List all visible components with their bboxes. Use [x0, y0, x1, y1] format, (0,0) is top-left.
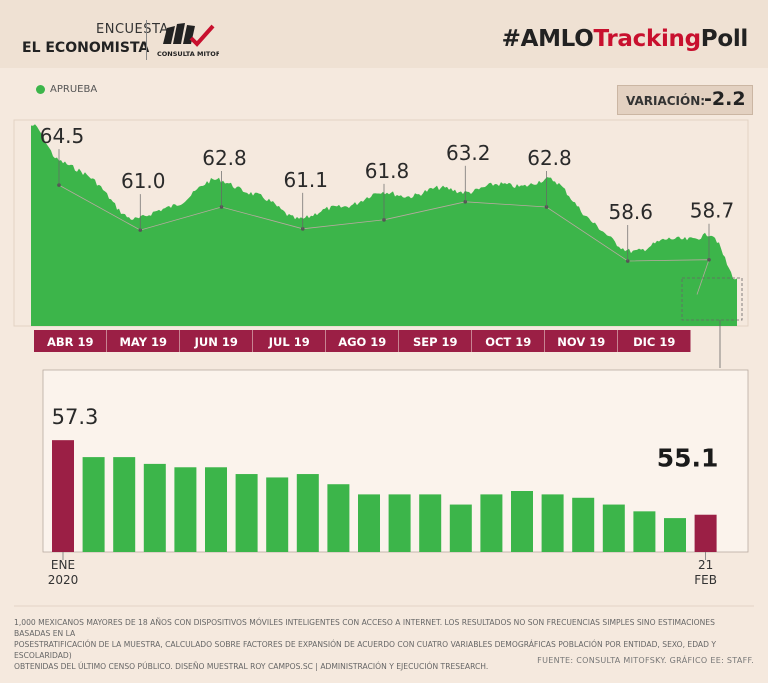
last-bar-date-line1: 21: [698, 558, 713, 572]
daily-bar: [143, 463, 166, 552]
month-label: JUN 19: [194, 335, 238, 349]
hashtag-highlight: Tracking: [593, 26, 701, 52]
daily-bar: [480, 494, 503, 552]
month-label: DIC 19: [633, 335, 675, 349]
area-value-label: 62.8: [202, 146, 247, 170]
header-encuesta: ENCUESTA: [96, 22, 169, 37]
value-anchor-dot: [625, 259, 630, 263]
daily-bar: [82, 457, 105, 552]
month-label: ABR 19: [47, 335, 94, 349]
month-label: MAY 19: [119, 335, 167, 349]
month-label: AGO 19: [338, 335, 386, 349]
hashtag-prefix: #AMLO: [501, 26, 594, 52]
daily-bar: [664, 518, 686, 552]
highlight-bar: [694, 514, 717, 552]
month-cell: [472, 330, 545, 352]
month-cell: [618, 330, 691, 352]
legend: APRUEBA: [36, 84, 97, 95]
header-separator: [146, 20, 147, 60]
month-label: NOV 19: [557, 335, 605, 349]
footer-note: 1,000 MEXICANOS MAYORES DE 18 AÑOS CON D…: [14, 617, 734, 672]
footer-source: FUENTE: CONSULTA MITOFSKY. GRÁFICO EE: S…: [537, 656, 754, 665]
first-bar-date-line1: ENE: [51, 558, 75, 572]
trend-guideline: [58, 184, 710, 295]
legend-dot-icon: [36, 85, 45, 94]
daily-bar: [633, 511, 656, 552]
daily-bar: [511, 491, 533, 552]
area-value-label: 58.7: [690, 199, 735, 223]
area-value-label: 63.2: [446, 141, 491, 165]
mitofsky-logo: CONSULTA MITOFSKY: [157, 23, 219, 58]
daily-bar: [572, 497, 595, 552]
hashtag-title: #AMLOTrackingPoll: [501, 26, 749, 52]
month-label: OCT 19: [485, 335, 531, 349]
first-bar-date-line2: 2020: [48, 573, 79, 587]
highlight-bar: [52, 440, 74, 552]
month-cell: [399, 330, 472, 352]
variacion-box: VARIACIÓN: -2.2: [617, 85, 753, 115]
month-cell: [545, 330, 618, 352]
area-value-label: 61.8: [365, 159, 410, 183]
daily-bar: [419, 494, 442, 552]
daily-bar: [358, 494, 380, 552]
hashtag-suffix: Poll: [700, 26, 749, 52]
legend-label: APRUEBA: [50, 84, 98, 95]
daily-bar: [266, 477, 289, 552]
daily-bar: [296, 474, 319, 552]
variacion-label: VARIACIÓN:: [626, 94, 706, 108]
variacion-value: -2.2: [704, 88, 746, 110]
month-cell: [253, 330, 326, 352]
daily-bar: [388, 494, 411, 552]
approval-area: [31, 124, 737, 326]
month-label: JUL 19: [268, 335, 310, 349]
daily-bar: [449, 504, 472, 552]
month-label: SEP 19: [413, 335, 458, 349]
month-cell: [107, 330, 180, 352]
daily-bar: [174, 467, 197, 552]
area-value-label: 61.1: [283, 168, 328, 192]
area-value-label: 62.8: [527, 146, 572, 170]
daily-bar: [235, 474, 258, 552]
daily-bar: [327, 484, 350, 552]
logo-text: CONSULTA MITOFSKY: [157, 50, 219, 58]
last-bar-date-line2: FEB: [694, 573, 717, 587]
daily-bar: [205, 467, 227, 552]
area-value-label: 64.5: [40, 124, 85, 148]
first-bar-value: 57.3: [52, 405, 99, 429]
recent-period-box: [681, 277, 743, 321]
area-value-label: 58.6: [608, 200, 653, 224]
daily-bar: [602, 504, 625, 552]
last-bar-value: 55.1: [657, 444, 719, 473]
month-cell: [180, 330, 253, 352]
footer-note-line: 1,000 MEXICANOS MAYORES DE 18 AÑOS CON D…: [14, 618, 715, 638]
daily-bar: [541, 494, 564, 552]
month-cell: [34, 330, 107, 352]
daily-bar: [113, 457, 136, 552]
area-value-label: 61.0: [121, 169, 166, 193]
footer-note-line: OBTENIDAS DEL ÚLTIMO CENSO PÚBLICO. DISE…: [14, 662, 489, 671]
header: ENCUESTA EL ECONOMISTA CONSULTA MITOFSKY…: [0, 0, 768, 68]
footer-note-line: POSESTRATIFICACIÓN DE LA MUESTRA, CALCUL…: [14, 640, 716, 660]
header-economista: EL ECONOMISTA: [22, 40, 150, 56]
month-cell: [326, 330, 399, 352]
